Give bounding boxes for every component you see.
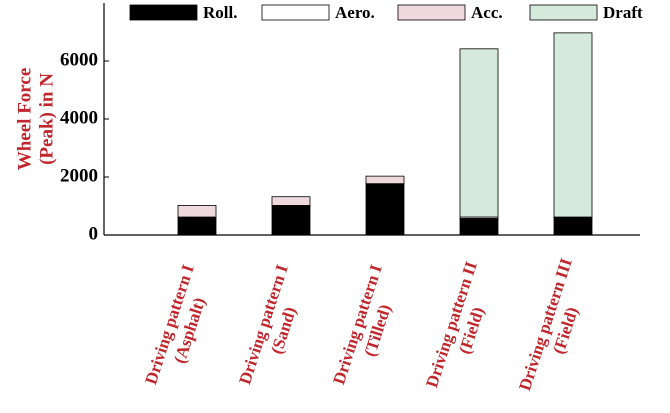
bar-segment <box>459 48 499 218</box>
bar-segment <box>271 196 311 206</box>
legend-swatch <box>529 4 598 21</box>
y-tick-label: 4000 <box>60 107 98 128</box>
y-tick-label: 2000 <box>60 165 98 186</box>
bar-segment <box>365 175 405 185</box>
legend-swatch <box>261 4 330 21</box>
legend-swatch <box>397 4 466 21</box>
legend-swatch <box>129 4 198 21</box>
y-tick-label: 6000 <box>60 49 98 70</box>
bar-segment <box>365 183 405 236</box>
y-axis-label: Wheel Force <box>14 68 35 171</box>
y-tick-label: 0 <box>89 223 99 244</box>
bar-segment <box>553 32 593 218</box>
bar-segment <box>271 205 311 236</box>
y-axis-label: (Peak) in N <box>36 73 57 165</box>
bar-segment <box>177 205 217 218</box>
legend-label: Draft <box>603 3 643 22</box>
legend-label: Acc. <box>471 3 503 22</box>
legend-label: Roll. <box>203 3 237 22</box>
legend-label: Aero. <box>335 3 375 22</box>
